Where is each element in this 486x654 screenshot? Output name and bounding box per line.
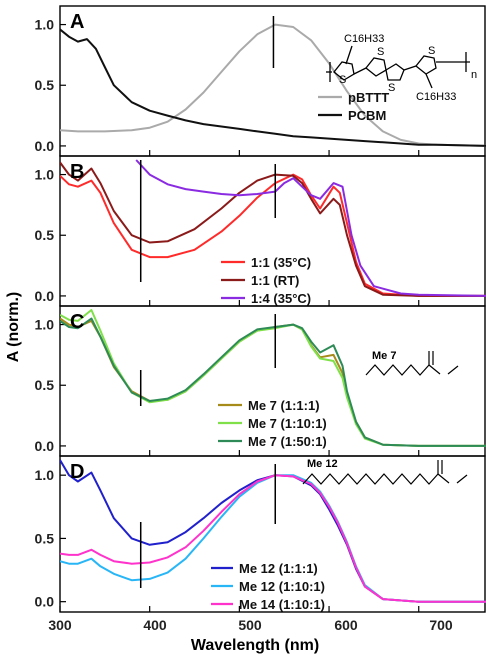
panel-c: 0.0 0.5 1.0 C Me 7 (1:1:1) Me 7 (1:10:1) Me 7 … [35,305,486,457]
y-tick-label: 0.0 [35,594,55,610]
y-tick-label: 1.0 [35,317,55,333]
thienothiophene-ring-2 [385,63,405,81]
series-line [60,173,486,297]
panel-label: A [70,11,84,33]
legend-entry: Me 12 (1:10:1) [239,579,325,594]
sulfur-atom-label: S [377,46,384,58]
thiophene-ring-left [333,61,355,81]
x-tick-label: 500 [238,617,262,633]
legend-entry: Me 7 (1:10:1) [248,416,327,431]
y-tick-label: 0.0 [35,138,55,154]
me12-structure-label: Me 12 [307,458,338,470]
panel-b: 0.0 0.5 1.0 B 1:1 (35°C) 1:1 (RT) 1:4 (35°C) [35,155,486,307]
series-line [60,474,486,603]
series-group [60,159,486,297]
panel-frame [59,455,486,613]
legend-entry: 1:1 (35°C) [251,255,311,270]
sulfur-atom-label: S [388,82,395,94]
ring-bond-2 [403,65,417,71]
x-tick-label: 400 [143,617,167,633]
me12-structure [302,460,468,485]
x-tick-labels: 300 400 500 600 700 [48,617,453,633]
legend-entry: Me 14 (1:10:1) [239,597,325,612]
pbttt-structure [326,45,470,89]
y-tick-label: 0.5 [35,377,55,393]
panel-label: C [70,311,84,333]
y-tick-label: 0.0 [35,438,55,454]
legend-entry: pBTTT [348,90,389,105]
legend-entry: 1:4 (35°C) [251,291,311,306]
thiophene-ring-right [415,55,437,75]
legend-entry: PCBM [348,108,386,123]
panel-label: D [70,461,84,483]
methyl-bond [456,474,468,484]
series-group [60,309,486,447]
ester-bond [437,473,450,484]
thienothiophene-ring-1 [365,57,387,77]
alkyl-bond-top [345,45,353,65]
y-tick-label: 1.0 [35,167,55,183]
y-tick-label: 0.5 [35,77,55,93]
legend-entry: 1:1 (RT) [251,273,299,288]
alkyl-chain [365,364,430,376]
repeat-index-label: n [471,69,477,81]
series-line [135,159,486,297]
series-line [60,161,486,297]
series-line [60,23,486,147]
ring-bond [353,67,367,75]
methyl-bond [447,365,459,375]
series-group [60,23,486,147]
series-line [60,309,486,447]
series-line [60,317,486,447]
series-line [60,28,486,147]
y-tick-label: 1.0 [35,467,55,483]
sulfur-atom-label: S [428,45,435,57]
y-tick-label: 0.5 [35,227,55,243]
panel-d: 0.0 0.5 1.0 D Me 12 (1:1:1) Me 12 (1:10:1) Me … [35,455,486,613]
y-axis-label: A (norm.) [5,292,22,363]
legend-entry: Me 7 (1:1:1) [248,398,320,413]
ester-bond [428,364,441,375]
alkyl-chain [302,473,439,485]
alkyl-bond-bottom [425,73,433,89]
substituent-top-label: C16H33 [344,33,384,45]
y-tick-label: 0.5 [35,530,55,546]
series-group [60,459,486,603]
legend-entry: Me 7 (1:50:1) [248,434,327,449]
legend-entry: Me 12 (1:1:1) [239,561,318,576]
me7-structure [365,351,459,376]
sulfur-atom-label: S [339,74,346,86]
x-axis-label: Wavelength (nm) [191,637,319,654]
me7-structure-label: Me 7 [372,350,396,362]
x-tick-label: 600 [334,617,358,633]
panel-label: B [70,161,84,183]
y-tick-label: 0.0 [35,288,55,304]
x-tick-label: 700 [429,617,453,633]
y-tick-label: 1.0 [35,17,55,33]
x-tick-label: 300 [48,617,72,633]
substituent-bottom-label: C16H33 [416,91,456,103]
